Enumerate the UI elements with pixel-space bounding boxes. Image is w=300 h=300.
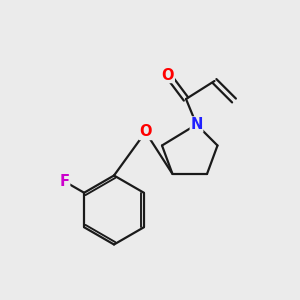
Text: N: N	[190, 117, 203, 132]
Text: O: O	[139, 124, 152, 140]
Text: F: F	[60, 174, 70, 189]
Text: O: O	[162, 68, 174, 82]
